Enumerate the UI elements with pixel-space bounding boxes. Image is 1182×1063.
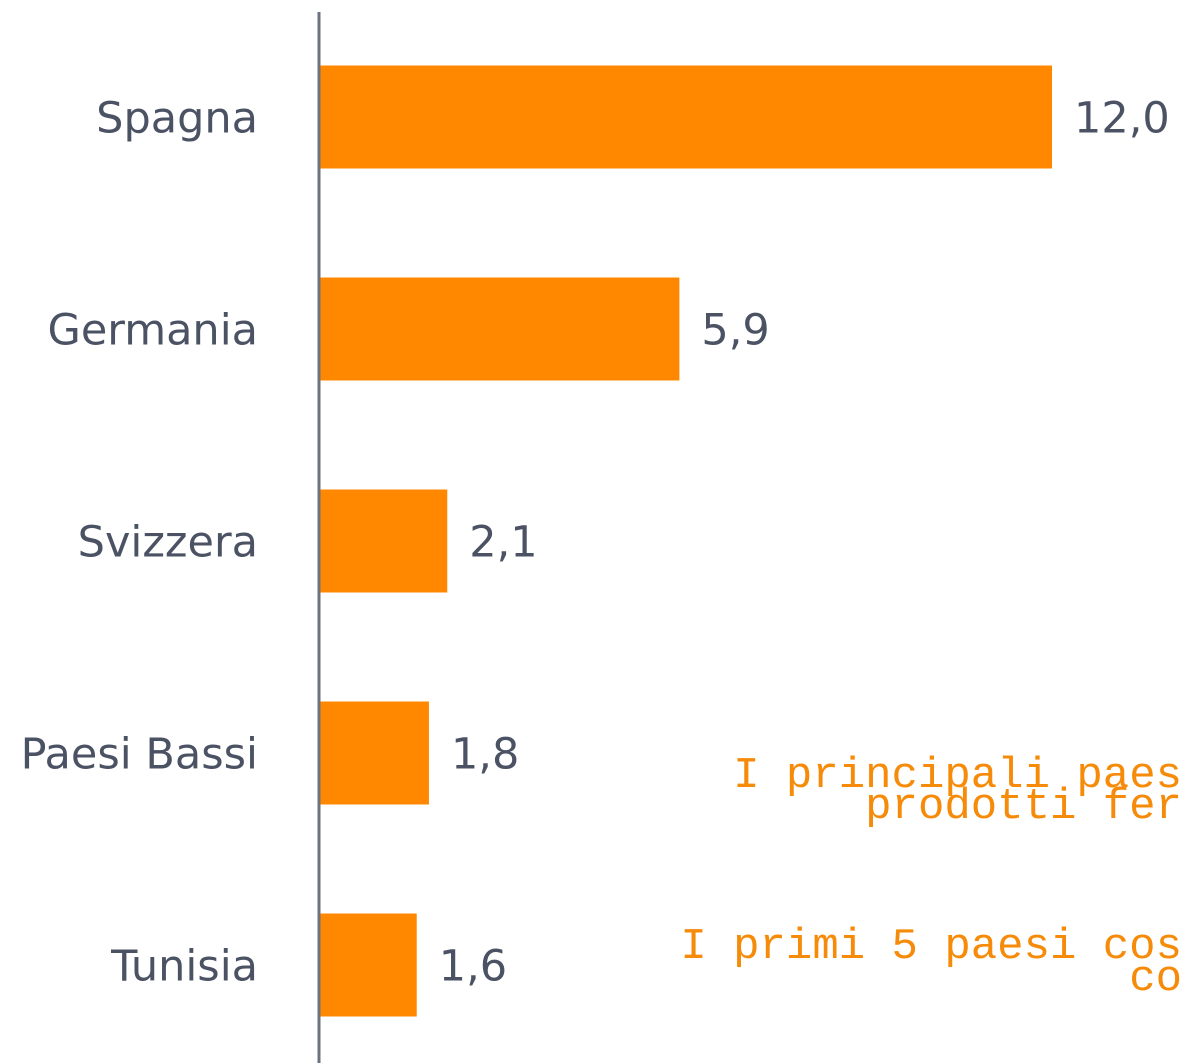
annotation: prodotti fer <box>865 782 1182 832</box>
bar <box>320 277 680 381</box>
category-label: Paesi Bassi <box>21 730 258 780</box>
bar <box>320 913 417 1017</box>
annotation: I primi 5 paesi cos <box>680 922 1182 972</box>
annotation: I principali paes <box>733 751 1182 801</box>
bar <box>320 489 448 593</box>
category-label: Tunisia <box>110 942 258 992</box>
value-label: 12,0 <box>1074 94 1170 144</box>
category-label: Germania <box>48 306 259 356</box>
value-label: 1,8 <box>451 730 519 780</box>
value-label: 2,1 <box>469 518 537 568</box>
annotation: co <box>1129 954 1182 1004</box>
category-label: Svizzera <box>78 518 258 568</box>
value-label: 1,6 <box>439 942 507 992</box>
category-label: Spagna <box>96 94 258 144</box>
bar <box>320 701 429 805</box>
value-label: 5,9 <box>701 306 769 356</box>
bar <box>320 65 1052 169</box>
